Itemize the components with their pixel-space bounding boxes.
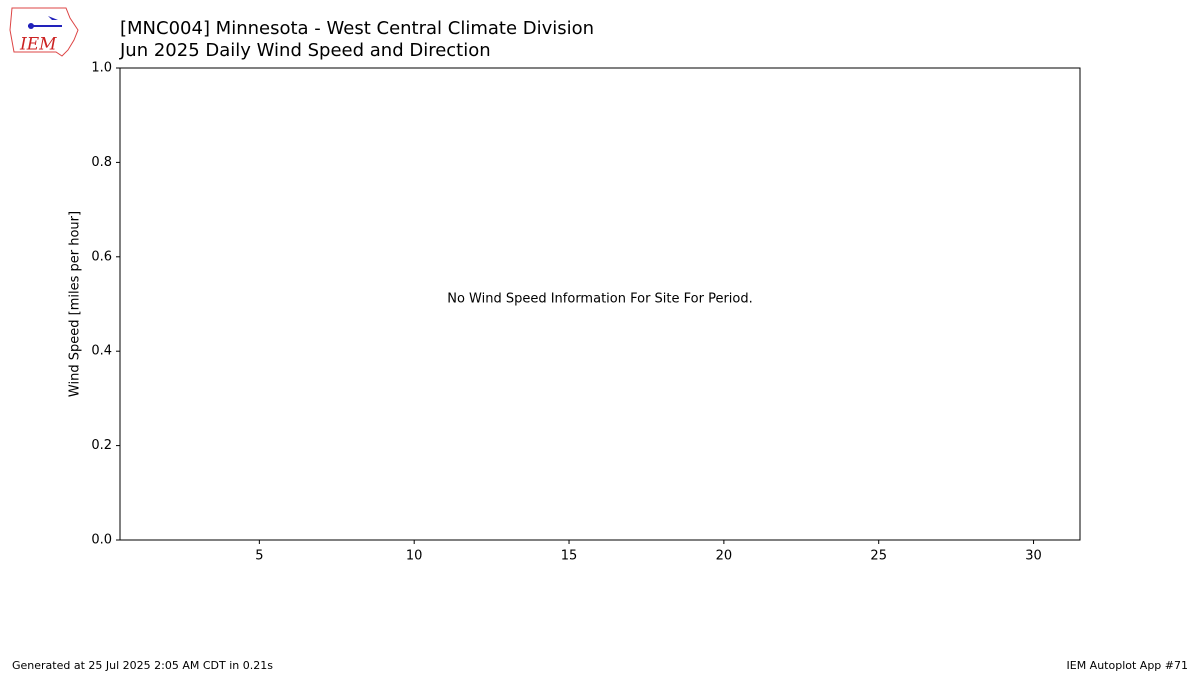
footer-right: IEM Autoplot App #71	[1067, 659, 1189, 672]
annotation: No Wind Speed Information For Site For P…	[447, 292, 753, 307]
chart-title: [MNC004] Minnesota - West Central Climat…	[120, 18, 594, 39]
logo-flag	[48, 16, 58, 20]
y-tick-label: 0.8	[91, 155, 112, 170]
logo-dot	[28, 23, 34, 29]
y-tick-label: 0.2	[91, 438, 112, 453]
y-tick-label: 1.0	[91, 61, 112, 76]
logo-outline	[9, 7, 79, 57]
x-tick-label: 30	[1025, 549, 1042, 564]
y-axis-label: Wind Speed [miles per hour]	[68, 211, 83, 397]
x-tick-label: 25	[870, 549, 887, 564]
plot-frame	[119, 67, 1081, 541]
x-tick-label: 20	[716, 549, 733, 564]
x-tick-label: 15	[561, 549, 578, 564]
chart-subtitle: Jun 2025 Daily Wind Speed and Direction	[119, 40, 491, 61]
x-tick-label: 5	[255, 549, 263, 564]
y-tick-label: 0.6	[91, 249, 112, 264]
x-tick-label: 10	[406, 549, 423, 564]
y-tick-label: 0.0	[91, 533, 112, 548]
footer-left: Generated at 25 Jul 2025 2:05 AM CDT in …	[12, 659, 273, 672]
y-tick-label: 0.4	[91, 344, 112, 359]
logo: IEM	[9, 7, 79, 57]
logo-text: IEM	[19, 35, 57, 55]
